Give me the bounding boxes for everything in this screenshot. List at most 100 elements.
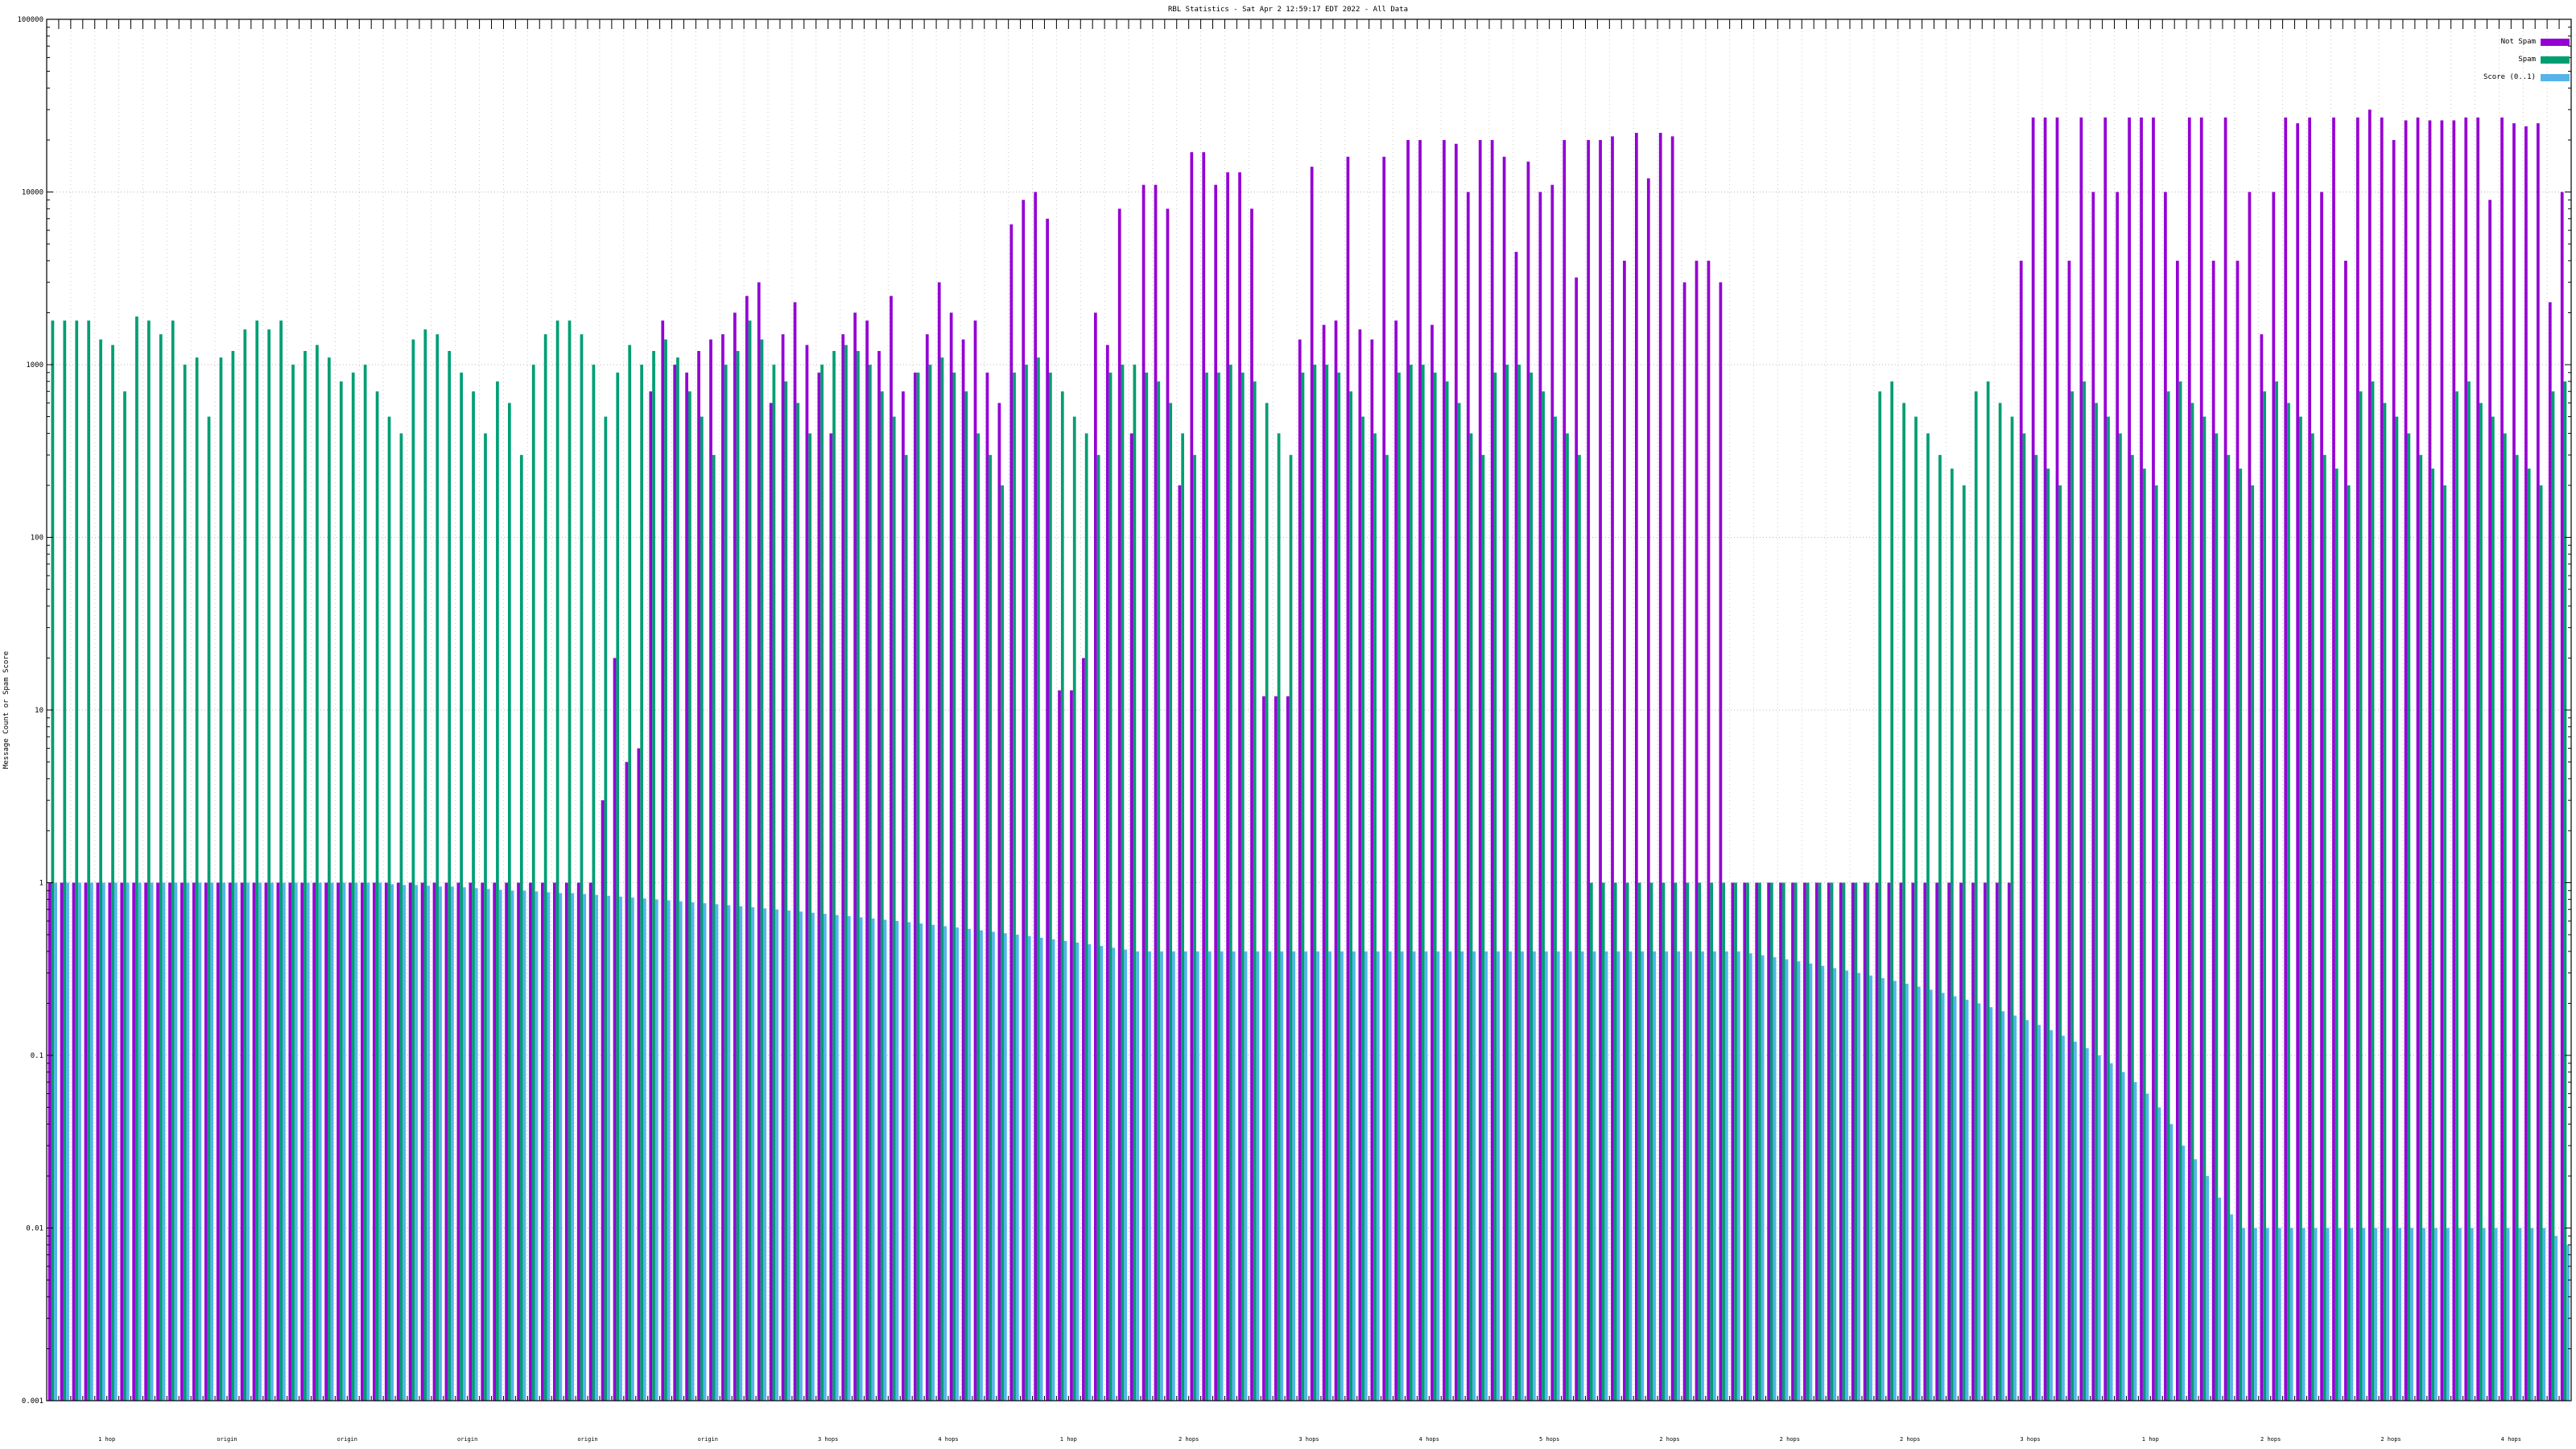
y-tick-label: 10000 (22, 189, 43, 197)
x-annotation: 4 hops (2501, 1436, 2521, 1443)
bar-score-0-1- (2326, 1228, 2330, 1401)
bar-score-0-1- (1424, 951, 1428, 1401)
bar-score-0-1- (1364, 951, 1368, 1401)
bar-not-spam (552, 882, 556, 1401)
bar-spam (916, 372, 920, 1401)
bar-spam (231, 351, 235, 1401)
bar-score-0-1- (1400, 951, 1404, 1401)
bar-spam (1457, 402, 1461, 1402)
bar-spam (1686, 882, 1690, 1401)
bar-not-spam (1070, 690, 1073, 1401)
bar-score-0-1- (498, 890, 502, 1401)
bar-not-spam (1935, 882, 1939, 1401)
bar-score-0-1- (1412, 951, 1416, 1401)
bar-not-spam (1358, 329, 1362, 1402)
x-annotations: 1 hop origin origin origin origin origin 3 hop… (98, 1436, 2521, 1443)
bar-score-0-1- (2314, 1228, 2318, 1401)
bar-not-spam (47, 882, 52, 1401)
bar-spam (1698, 882, 1702, 1401)
bar-spam (592, 365, 596, 1401)
bar-spam (316, 345, 319, 1401)
x-annotation: 2 hops (1900, 1436, 1920, 1443)
bar-score-0-1- (1533, 951, 1536, 1401)
bar-score-0-1- (510, 890, 514, 1401)
bar-not-spam (1406, 139, 1410, 1402)
bar-spam (2551, 391, 2555, 1402)
bar-not-spam (1779, 882, 1782, 1401)
bar-not-spam (1394, 320, 1398, 1401)
bar-spam (580, 334, 584, 1402)
bar-score-0-1- (835, 914, 839, 1401)
bar-not-spam (2140, 117, 2143, 1402)
bar-score-0-1- (390, 884, 394, 1401)
bar-spam (327, 357, 331, 1401)
bar-score-0-1- (787, 910, 791, 1401)
bar-score-0-1- (1929, 989, 1933, 1401)
bar-spam (964, 391, 968, 1402)
bar-spam (387, 416, 391, 1401)
bar-score-0-1- (2289, 1228, 2293, 1401)
bar-not-spam (793, 302, 797, 1401)
bar-spam (844, 345, 848, 1401)
x-annotation: 3 hops (818, 1436, 838, 1443)
bar-not-spam (312, 882, 316, 1401)
bar-score-0-1- (2446, 1228, 2450, 1401)
bar-score-0-1- (1172, 951, 1175, 1401)
bar-not-spam (1238, 172, 1241, 1401)
bar-spam (880, 391, 884, 1402)
bar-score-0-1- (2398, 1228, 2401, 1401)
legend-label: Spam (2518, 56, 2536, 64)
bar-score-0-1- (1244, 951, 1248, 1401)
bar-not-spam (1490, 139, 1494, 1402)
bar-score-0-1- (1148, 951, 1151, 1401)
bar-spam (1373, 433, 1377, 1401)
bar-spam (1542, 391, 1545, 1402)
x-annotation: 1 hop (98, 1436, 115, 1443)
bar-spam (2119, 433, 2122, 1401)
bar-not-spam (2187, 117, 2191, 1402)
bar-spam (640, 365, 643, 1401)
bar-not-spam (1502, 156, 1506, 1402)
bar-score-0-1- (1112, 947, 1116, 1401)
bar-score-0-1- (2062, 1035, 2065, 1401)
bar-spam (1878, 391, 1882, 1402)
y-tick-label: 10 (35, 707, 43, 715)
y-tick-label: 1000 (26, 361, 43, 369)
bar-spam (2058, 485, 2062, 1402)
bar-score-0-1- (2109, 1063, 2113, 1401)
bar-spam (748, 320, 752, 1401)
bar-not-spam (1418, 139, 1422, 1402)
bar-score-0-1- (775, 909, 778, 1401)
bar-score-0-1- (1268, 951, 1272, 1401)
bar-not-spam (2488, 200, 2491, 1401)
bar-spam (1241, 372, 1245, 1401)
bar-score-0-1- (1713, 951, 1716, 1401)
bar-score-0-1- (2121, 1071, 2125, 1401)
bar-not-spam (1250, 208, 1253, 1401)
bar-score-0-1- (1833, 968, 1837, 1401)
bar-spam (2334, 469, 2339, 1401)
legend-swatch (2541, 74, 2570, 81)
bar-not-spam (469, 882, 473, 1401)
x-annotation: origin (337, 1436, 357, 1443)
bar-score-0-1- (667, 900, 671, 1401)
bar-score-0-1- (1592, 951, 1596, 1401)
bar-score-0-1- (2097, 1055, 2101, 1401)
bar-score-0-1- (1797, 961, 1801, 1401)
bar-not-spam (1670, 136, 1674, 1401)
bar-not-spam (1947, 882, 1951, 1401)
bar-not-spam (853, 312, 857, 1402)
bar-score-0-1- (101, 882, 105, 1401)
bar-not-spam (973, 320, 977, 1401)
bar-score-0-1- (1340, 951, 1344, 1401)
bar-spam (736, 351, 740, 1401)
bar-score-0-1- (354, 882, 358, 1401)
bar-score-0-1- (1063, 940, 1067, 1401)
bar-not-spam (1755, 882, 1759, 1401)
bar-score-0-1- (1472, 951, 1476, 1401)
bar-spam (363, 365, 367, 1401)
bar-not-spam (2272, 192, 2276, 1401)
x-annotation: 3 hops (1298, 1436, 1319, 1443)
bar-spam (147, 320, 151, 1401)
bar-spam (375, 391, 379, 1402)
